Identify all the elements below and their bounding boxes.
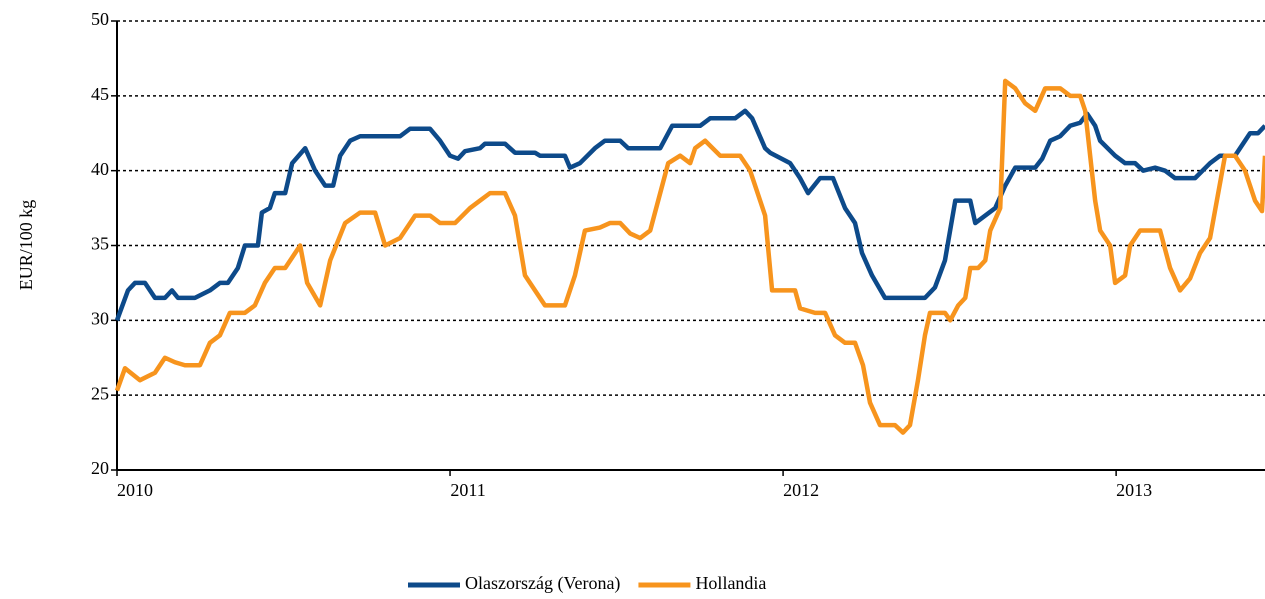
series-line [114,78,1265,435]
x-tick-label: 2013 [1116,480,1152,500]
y-tick-label: 35 [91,234,109,254]
legend-label: Hollandia [695,573,766,593]
y-tick-label: 50 [91,9,109,29]
y-tick-label: 45 [91,84,109,104]
y-axis-title: EUR/100 kg [16,200,36,291]
legend-label: Olaszország (Verona) [465,573,620,594]
x-tick-label: 2012 [783,480,819,500]
x-tick-label: 2010 [117,480,153,500]
y-tick-label: 25 [91,383,109,403]
y-tick-label: 40 [91,159,109,179]
series-line [114,108,1265,322]
x-tick-label: 2011 [450,480,485,500]
y-tick-label: 30 [91,308,109,328]
y-tick-label: 20 [91,458,109,478]
